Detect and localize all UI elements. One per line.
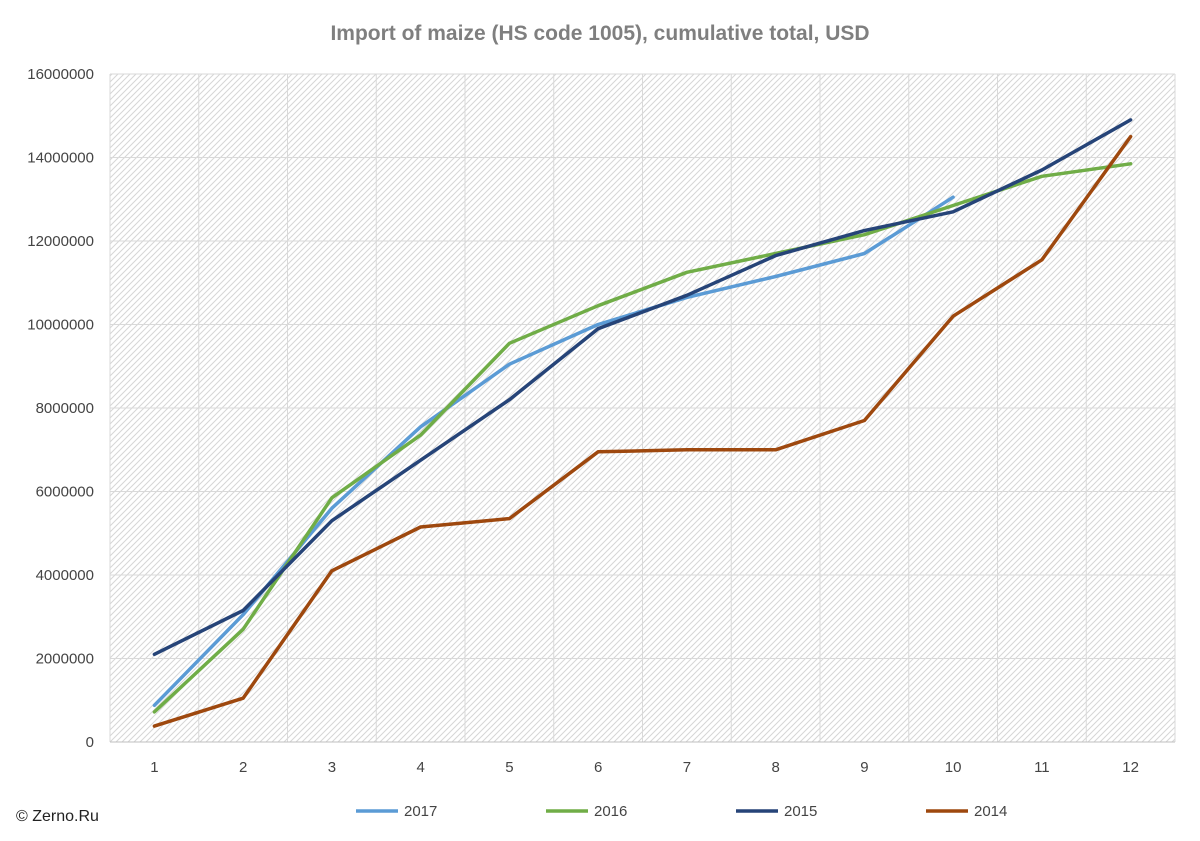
- chart-title: Import of maize (HS code 1005), cumulati…: [330, 22, 869, 45]
- series-line-2014: [152, 134, 1133, 728]
- y-tick-label: 8000000: [36, 400, 94, 417]
- x-tick-label: 9: [860, 759, 868, 776]
- series-line-2016: [152, 162, 1133, 714]
- x-tick-label: 5: [505, 759, 513, 776]
- axes: 0 2000000 4000000 6000000 8000000 10000000 120…: [27, 66, 1175, 776]
- x-tick-label: 12: [1122, 759, 1139, 776]
- x-tick-label: 6: [594, 759, 602, 776]
- copyright-text: © Zerno.Ru: [16, 808, 99, 825]
- legend-entry-2015: 2015: [736, 803, 817, 820]
- x-tick-label: 2: [239, 759, 247, 776]
- x-tick-label: 1: [150, 759, 158, 776]
- legend-label: 2017: [404, 803, 437, 820]
- x-tick-label: 3: [328, 759, 336, 776]
- y-tick-label: 12000000: [27, 233, 94, 250]
- y-tick-label: 16000000: [27, 66, 94, 83]
- legend-entry-2017: 2017: [356, 803, 437, 820]
- legend-entry-2016: 2016: [546, 803, 627, 820]
- series-lines: [152, 118, 1133, 728]
- y-tick-label: 0: [86, 734, 94, 751]
- legend-label: 2016: [594, 803, 627, 820]
- series-line-2015: [152, 118, 1133, 657]
- x-tick-label: 8: [771, 759, 779, 776]
- y-tick-label: 14000000: [27, 150, 94, 167]
- y-tick-label: 6000000: [36, 484, 94, 501]
- y-tick-label: 2000000: [36, 651, 94, 668]
- x-tick-label: 4: [416, 759, 424, 776]
- y-tick-label: 4000000: [36, 567, 94, 584]
- y-tick-label: 10000000: [27, 317, 94, 334]
- x-tick-label: 10: [945, 759, 962, 776]
- x-tick-label: 7: [683, 759, 691, 776]
- legend-label: 2014: [974, 803, 1007, 820]
- legend-label: 2015: [784, 803, 817, 820]
- legend-entry-2014: 2014: [926, 803, 1007, 820]
- legend: 2017 2016 2015 2014: [356, 803, 1007, 820]
- x-tick-label: 11: [1034, 759, 1050, 776]
